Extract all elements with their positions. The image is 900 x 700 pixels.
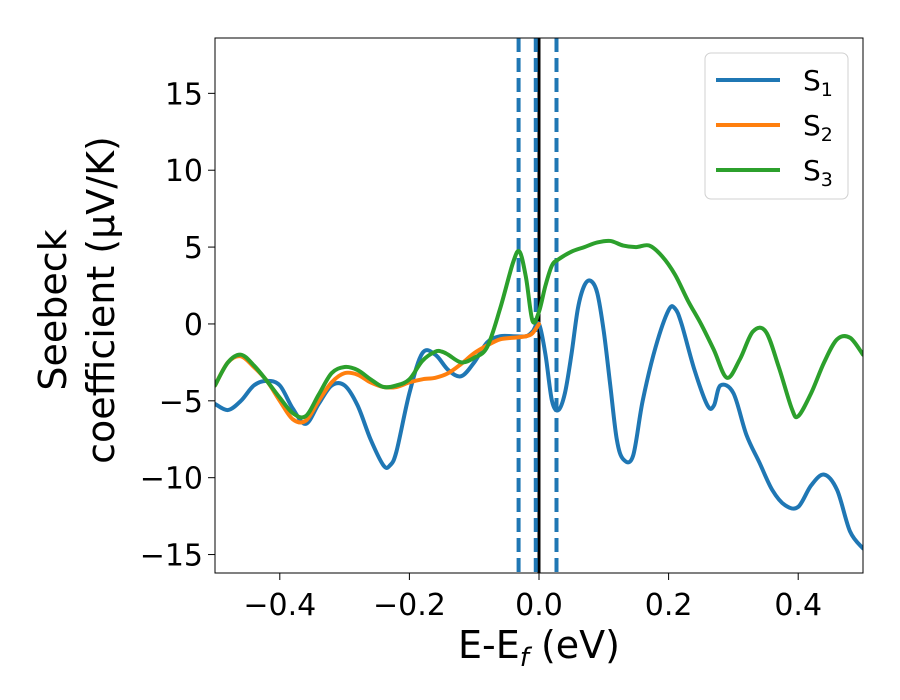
y-tick-label: −15 <box>140 539 203 574</box>
y-tick-label: 0 <box>184 308 203 343</box>
y-axis: −15 −10 −5 0 5 10 15 <box>140 77 215 574</box>
x-tick-label: −0.4 <box>243 588 316 623</box>
legend-label-s3: S3 <box>803 154 833 191</box>
y-axis-label-line1: Seebeck <box>31 229 75 390</box>
y-tick-label: −5 <box>159 385 203 420</box>
series-lines <box>215 238 863 551</box>
x-tick-label: 0.2 <box>645 588 693 623</box>
y-tick-label: 15 <box>165 77 203 112</box>
series-line-s1 <box>215 278 863 551</box>
x-axis: −0.4 −0.2 0.0 0.2 0.4 <box>243 573 822 623</box>
x-tick-label: −0.2 <box>373 588 446 623</box>
y-tick-label: 10 <box>165 154 203 189</box>
y-axis-label: Seebeck coefficient (μV/K) <box>31 136 123 464</box>
legend-label-s1: S1 <box>803 64 833 101</box>
legend: S1 S2 S3 <box>704 52 849 200</box>
y-axis-label-line2: coefficient (μV/K) <box>79 136 123 464</box>
vertical-reference-lines <box>516 38 559 573</box>
y-tick-label: 5 <box>184 231 203 266</box>
x-tick-label: 0.0 <box>515 588 563 623</box>
y-tick-label: −10 <box>140 462 203 497</box>
x-tick-label: 0.4 <box>774 588 822 623</box>
legend-label-s2: S2 <box>803 109 833 146</box>
series-line-s3 <box>215 238 863 420</box>
x-axis-label: E-Ef (eV) <box>458 623 620 673</box>
